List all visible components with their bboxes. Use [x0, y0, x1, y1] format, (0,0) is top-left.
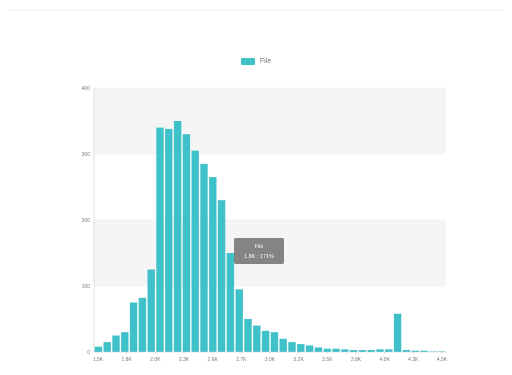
x-tick-label: 2.7K	[236, 357, 247, 363]
histogram-bar[interactable]	[129, 302, 138, 353]
x-tick-label: 3.5K	[322, 357, 333, 363]
x-tick-label: 4.0K	[380, 357, 391, 363]
histogram-bar[interactable]	[332, 348, 340, 352]
tooltip-body: 1.8K : 171%	[244, 254, 274, 260]
histogram-bar[interactable]	[367, 350, 375, 352]
histogram-bar[interactable]	[138, 297, 147, 352]
histogram-bar[interactable]	[279, 338, 287, 352]
histogram-bar[interactable]	[402, 350, 411, 352]
y-tick-label: 300	[82, 152, 91, 158]
histogram-bar[interactable]	[305, 345, 314, 352]
x-tick-label: 2.3K	[179, 357, 190, 363]
tooltip-title: File	[255, 244, 264, 250]
histogram-bar[interactable]	[288, 342, 296, 352]
y-tick-label: 0	[87, 350, 90, 356]
histogram-bar[interactable]	[191, 150, 199, 352]
histogram-bar[interactable]	[94, 346, 103, 352]
histogram-bar[interactable]	[411, 350, 419, 352]
histogram-bar[interactable]	[385, 349, 393, 352]
histogram-bar[interactable]	[393, 313, 402, 352]
legend-label: File	[259, 58, 272, 65]
x-tick-label: 3.2K	[294, 357, 305, 363]
histogram-bar[interactable]	[235, 289, 243, 352]
histogram-bar[interactable]	[173, 121, 182, 352]
histogram-bar[interactable]	[165, 128, 173, 352]
histogram-bar[interactable]	[429, 351, 437, 352]
histogram-bar[interactable]	[323, 348, 331, 352]
histogram-bar[interactable]	[358, 350, 367, 352]
grid-band	[94, 88, 446, 154]
histogram-bar[interactable]	[437, 351, 446, 352]
histogram-bar[interactable]	[261, 330, 270, 352]
x-tick-label: 4.5K	[437, 357, 448, 363]
histogram-bar[interactable]	[349, 350, 358, 352]
x-tick-label: 2.6K	[208, 357, 219, 363]
histogram-bar[interactable]	[420, 350, 428, 352]
histogram-bar[interactable]	[182, 134, 191, 352]
histogram-bar[interactable]	[297, 344, 305, 352]
histogram-bar[interactable]	[209, 177, 217, 352]
histogram-bar[interactable]	[341, 349, 349, 352]
histogram-bar[interactable]	[121, 332, 129, 352]
histogram-bar[interactable]	[226, 253, 235, 352]
histogram-bar[interactable]	[103, 342, 111, 352]
x-tick-label: 3.8K	[351, 357, 362, 363]
x-tick-label: 3.0K	[265, 357, 276, 363]
tooltip-box	[234, 238, 284, 264]
y-tick-label: 400	[82, 86, 91, 92]
histogram-bar[interactable]	[200, 163, 208, 352]
x-tick-label: 4.3K	[408, 357, 419, 363]
legend-swatch	[240, 58, 255, 65]
y-tick-label: 200	[82, 218, 91, 224]
histogram-bar[interactable]	[156, 127, 164, 352]
histogram-bar[interactable]	[147, 269, 155, 353]
histogram-bar[interactable]	[253, 325, 261, 352]
histogram-bar[interactable]	[244, 319, 252, 352]
histogram-bar[interactable]	[376, 349, 384, 352]
histogram-bar[interactable]	[270, 332, 279, 352]
x-tick-label: 2.0K	[150, 357, 161, 363]
y-tick-label: 100	[82, 284, 91, 290]
histogram-bar[interactable]	[217, 200, 226, 352]
histogram-bar[interactable]	[314, 347, 323, 352]
x-tick-label: 1.8K	[122, 357, 133, 363]
chart-card	[10, 10, 502, 371]
x-tick-label: 1.5K	[93, 357, 104, 363]
histogram-bar[interactable]	[112, 335, 120, 353]
chart-legend[interactable]: File	[0, 58, 512, 65]
